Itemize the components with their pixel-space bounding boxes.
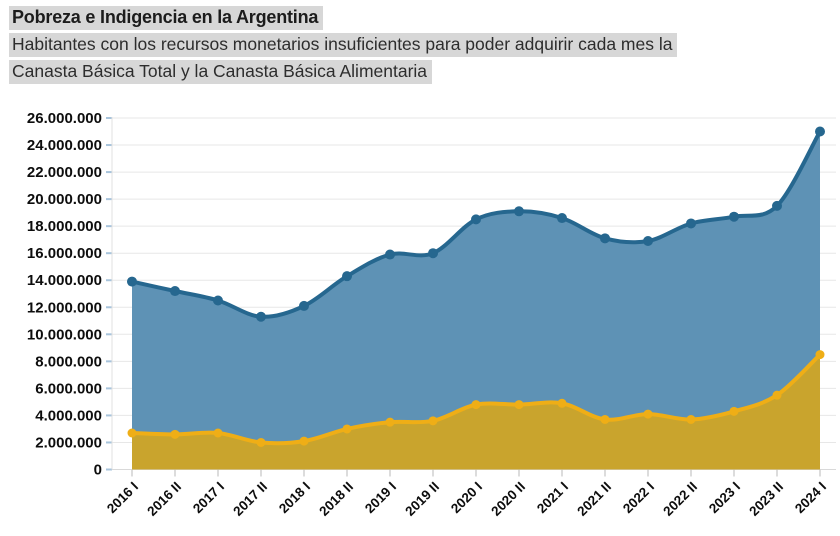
marker-indigencia [471,400,481,410]
x-tick-label: 2020 I [448,479,485,516]
marker-indigencia [213,428,223,438]
x-tick-label: 2017 I [190,479,227,516]
marker-indigencia [772,390,782,400]
chart-subtitle-line-2: Canasta Básica Total y la Canasta Básica… [9,60,433,84]
marker-indigencia [729,406,739,416]
x-tick-label: 2018 II [316,479,356,519]
x-tick-label: 2020 II [488,479,528,519]
marker-pobreza [170,286,180,297]
marker-indigencia [170,429,180,439]
marker-indigencia [643,409,653,419]
marker-pobreza [385,249,395,260]
marker-pobreza [686,218,696,229]
marker-indigencia [600,414,610,424]
marker-indigencia [256,437,266,447]
y-tick-label: 6.000.000 [35,380,102,397]
marker-pobreza [428,248,438,259]
x-tick-label: 2017 II [230,479,270,519]
x-tick-label: 2024 I [792,479,829,516]
marker-indigencia [686,414,696,424]
x-tick-label: 2023 II [746,479,786,519]
y-tick-label: 2.000.000 [35,434,102,451]
marker-indigencia [385,417,395,427]
x-tick-label: 2016 II [144,479,184,519]
y-tick-label: 0 [94,462,102,479]
y-tick-label: 22.000.000 [27,164,102,181]
x-tick-label: 2018 I [276,479,313,516]
y-tick-label: 24.000.000 [27,137,102,154]
chart-subtitle-line-2-text: Canasta Básica Total y la Canasta Básica… [9,60,433,84]
marker-pobreza [815,126,825,137]
marker-pobreza [299,300,309,311]
page-title: Pobreza e Indigencia en la Argentina [9,6,324,30]
y-tick-label: 20.000.000 [27,191,102,208]
marker-indigencia [815,350,825,360]
marker-pobreza [643,236,653,247]
y-tick-label: 16.000.000 [27,245,102,262]
marker-pobreza [342,271,352,282]
x-tick-label: 2021 II [574,479,614,519]
x-tick-label: 2022 II [660,479,700,519]
y-tick-label: 8.000.000 [35,353,102,370]
marker-pobreza [213,295,223,306]
chart-subtitle-line-1: Habitantes con los recursos monetarios i… [9,33,678,57]
y-tick-label: 10.000.000 [27,326,102,343]
x-tick-label: 2019 I [362,479,399,516]
marker-pobreza [256,311,266,322]
x-tick-label: 2023 I [706,479,743,516]
marker-indigencia [428,416,438,426]
marker-pobreza [127,276,137,287]
y-tick-label: 14.000.000 [27,272,102,289]
x-tick-label: 2019 II [402,479,442,519]
y-tick-label: 4.000.000 [35,407,102,424]
marker-indigencia [299,436,309,446]
x-tick-label: 2021 I [534,479,571,516]
marker-pobreza [557,213,567,224]
marker-indigencia [342,424,352,434]
area-pobreza [132,131,820,470]
x-tick-label: 2016 I [104,479,141,516]
area-indigencia [132,354,820,470]
chart-subtitle-line-1-text: Habitantes con los recursos monetarios i… [9,33,678,57]
page-title-text: Pobreza e Indigencia en la Argentina [9,6,324,30]
marker-pobreza [729,211,739,222]
y-tick-label: 12.000.000 [27,299,102,316]
x-tick-label: 2022 I [620,479,657,516]
y-tick-label: 26.000.000 [27,110,102,127]
marker-indigencia [514,400,524,410]
marker-pobreza [600,233,610,244]
marker-pobreza [471,214,481,225]
marker-pobreza [514,206,524,217]
marker-indigencia [127,428,137,438]
marker-indigencia [557,398,567,408]
marker-pobreza [772,200,782,211]
y-tick-label: 18.000.000 [27,218,102,235]
